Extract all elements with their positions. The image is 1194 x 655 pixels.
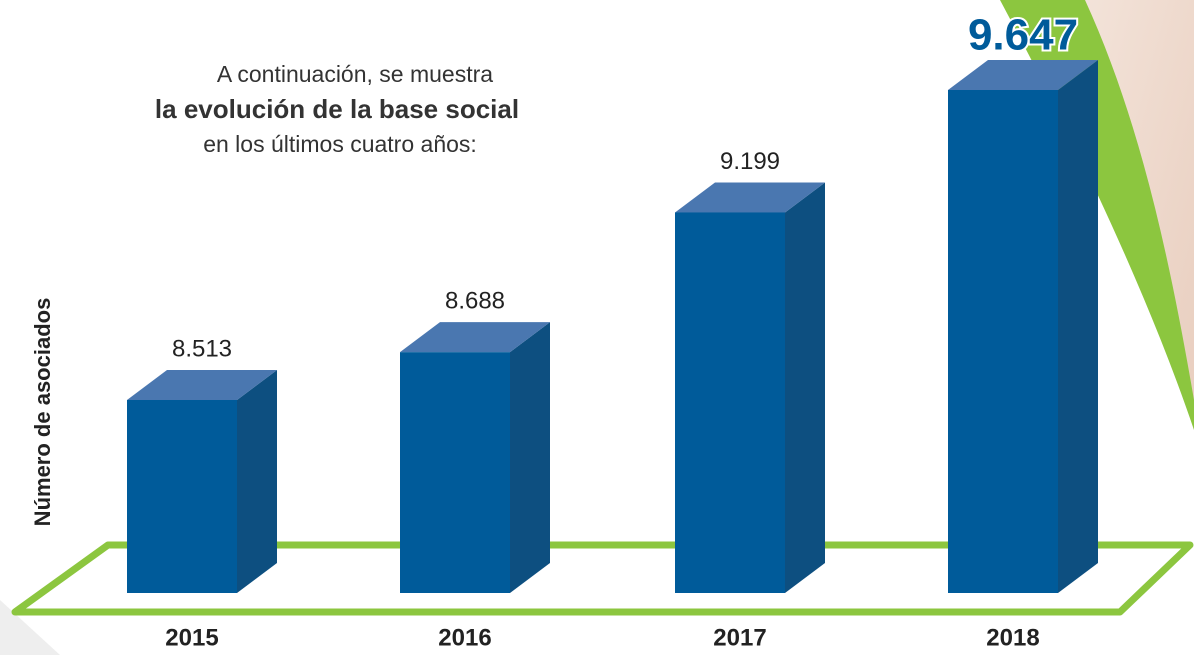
bar-side xyxy=(785,182,825,594)
bar-top xyxy=(675,182,825,213)
bar-side xyxy=(510,322,550,593)
bar xyxy=(948,90,1058,593)
intro-line-bold: la evolución de la base social xyxy=(155,94,519,124)
bar-top xyxy=(948,60,1098,90)
bar xyxy=(400,352,510,593)
platform xyxy=(11,541,1194,616)
intro-line: en los últimos cuatro años: xyxy=(203,131,477,157)
bar-side xyxy=(1058,60,1098,593)
value-label: 8.513 xyxy=(172,335,232,362)
value-label: 9.647 xyxy=(968,11,1078,60)
bar-side xyxy=(237,370,277,593)
bar xyxy=(127,400,237,593)
value-label: 9.199 xyxy=(720,148,780,175)
intro-line: A continuación, se muestra xyxy=(217,61,493,87)
y-axis-label: Número de asociados xyxy=(30,298,55,527)
x-tick-label: 2017 xyxy=(713,624,766,651)
bar-top xyxy=(127,370,277,400)
x-tick-label: 2016 xyxy=(438,624,491,651)
corner-shade xyxy=(0,600,60,655)
value-label: 8.688 xyxy=(445,288,505,315)
x-tick-label: 2015 xyxy=(165,624,218,651)
bar xyxy=(675,212,785,594)
x-tick-label: 2018 xyxy=(986,624,1039,651)
photo-skin xyxy=(1085,0,1194,400)
bar-top xyxy=(400,322,550,353)
